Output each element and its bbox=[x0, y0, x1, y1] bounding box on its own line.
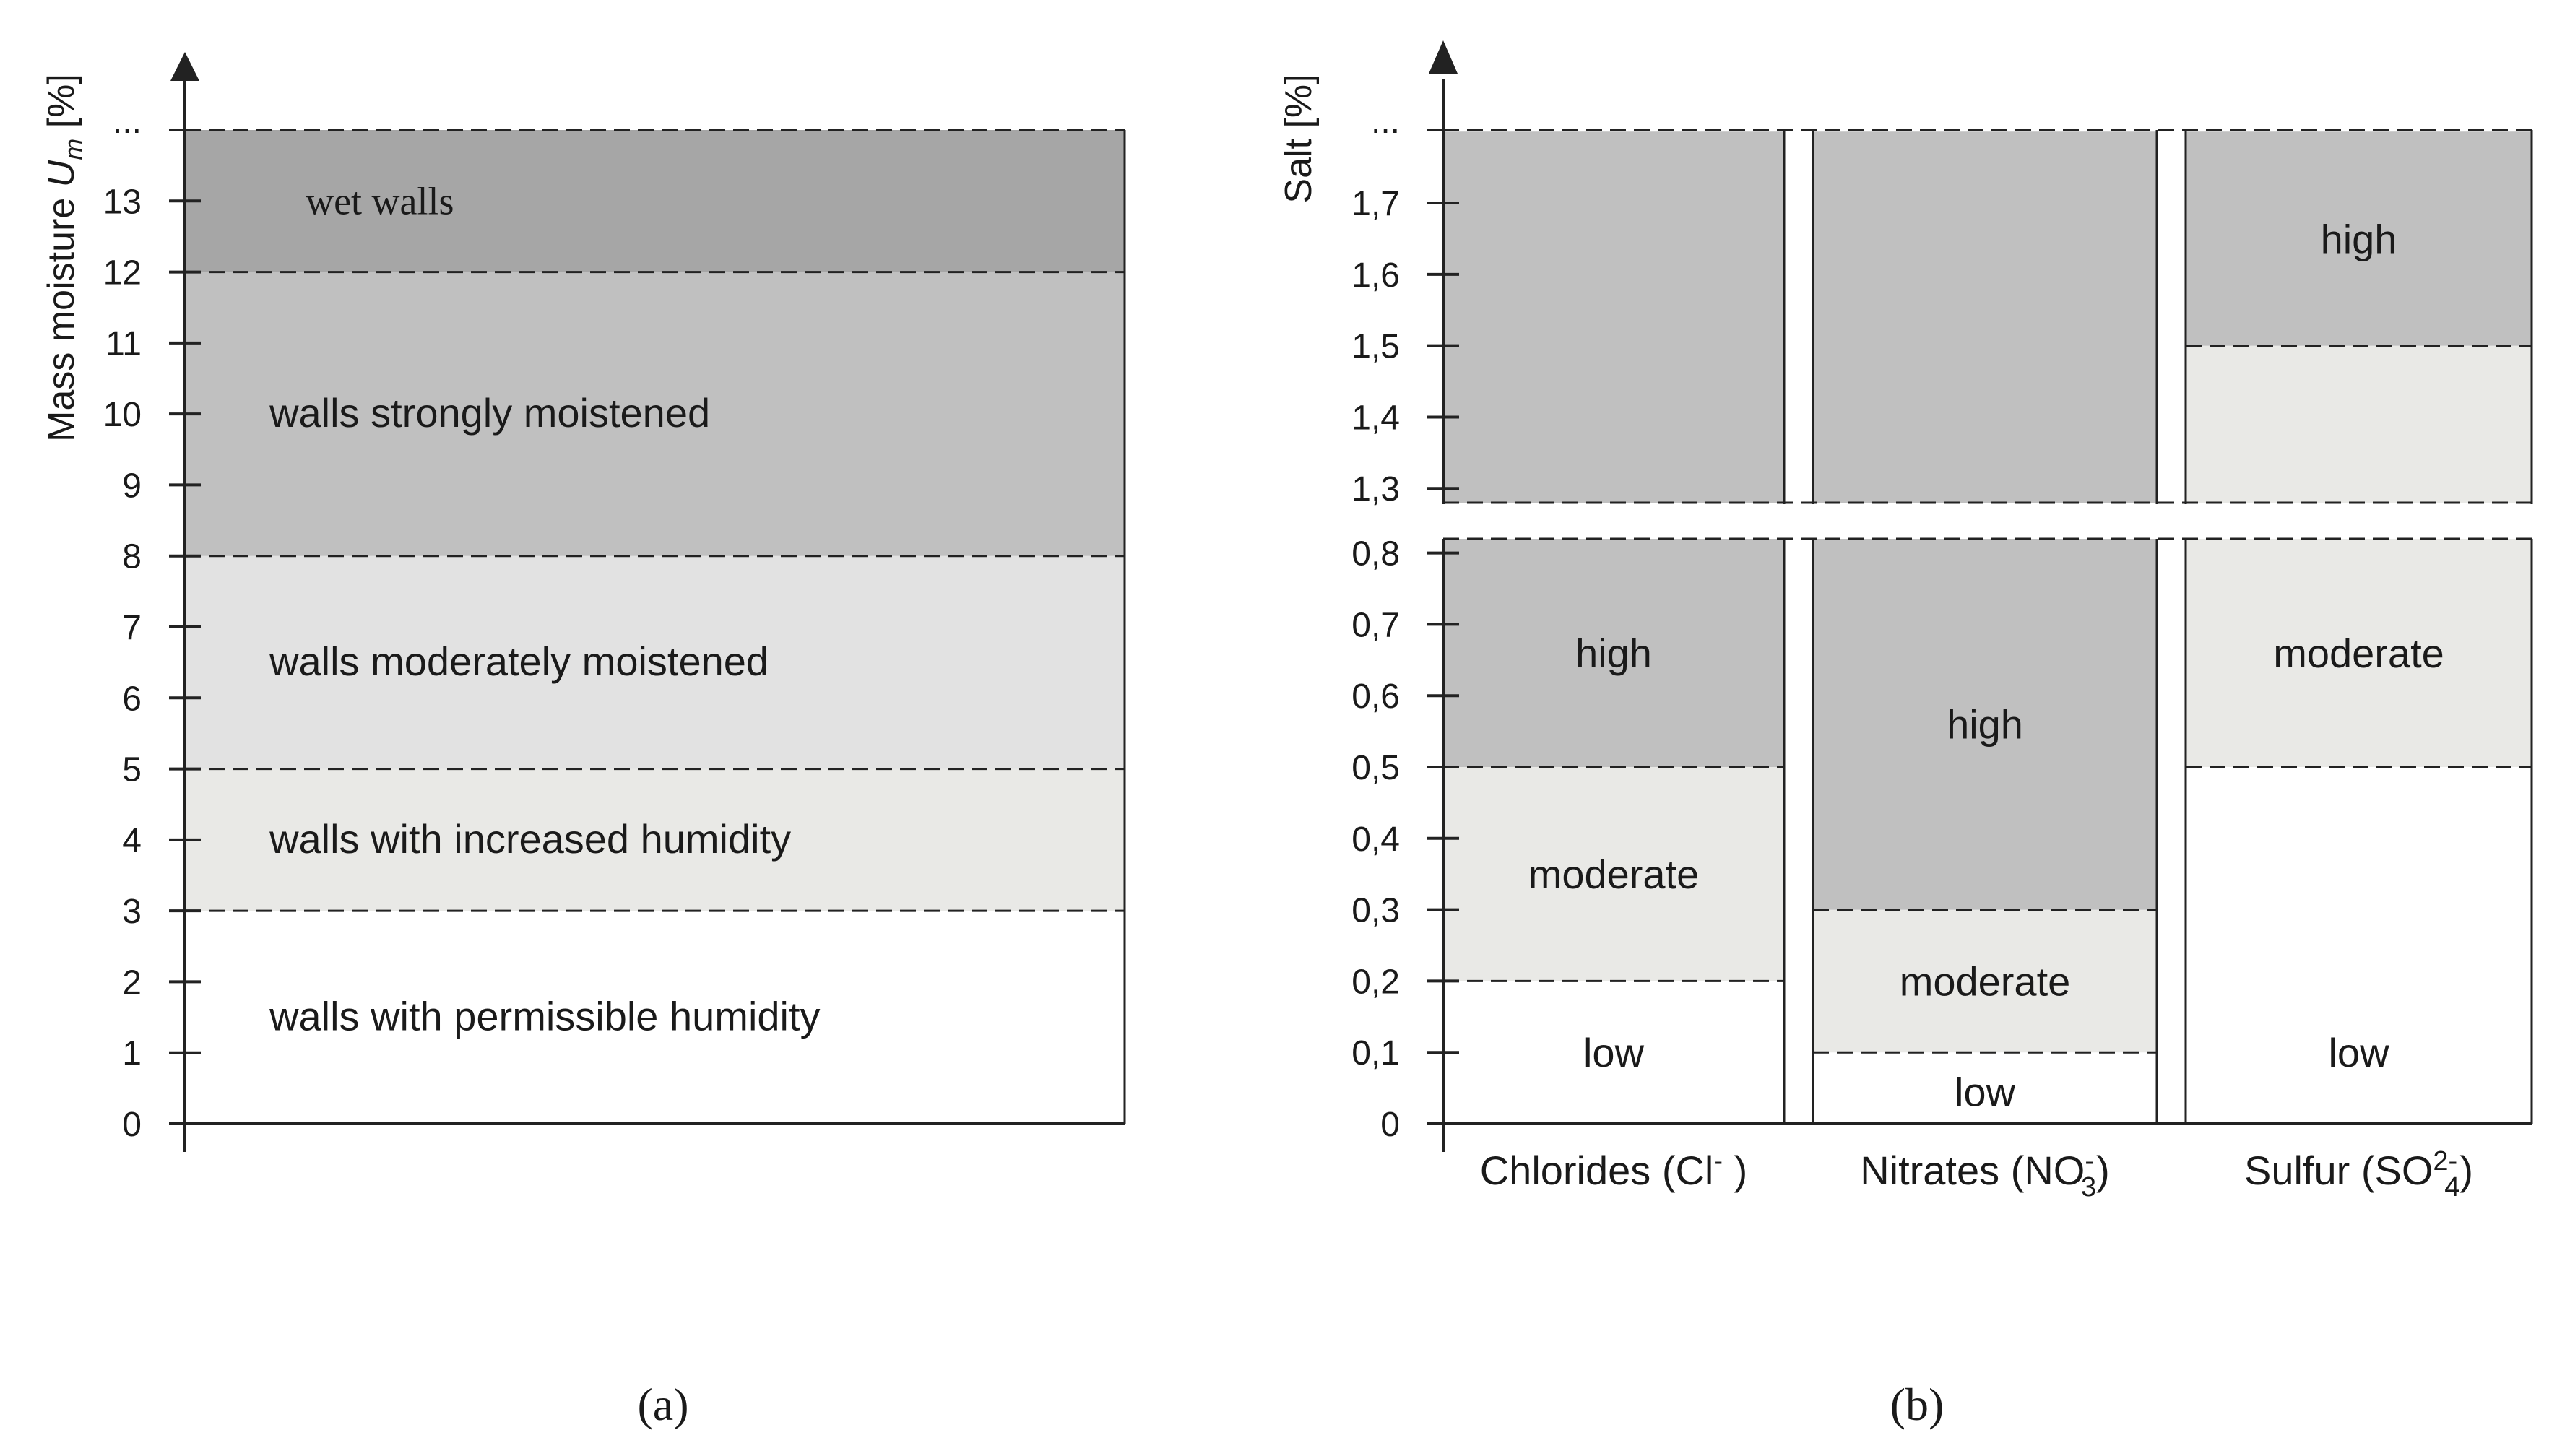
panel-a-band-label-2: walls moderately moistened bbox=[269, 638, 769, 684]
panel-a-band-0 bbox=[185, 911, 1125, 1124]
panel-b-category-2: Sulfur (SO2-4) bbox=[2244, 1146, 2473, 1202]
panel-b-tick-label-lower-7: 0,7 bbox=[1351, 606, 1400, 644]
panel-b-band-1-2-lower bbox=[1813, 538, 2157, 910]
panel-b-category-labels: Chlorides (Cl- ) Nitrates (NO-3) Sulfur (S… bbox=[1480, 1146, 2473, 1202]
panel-b-band-1-2-upper bbox=[1813, 131, 2157, 503]
panel-a-frame bbox=[170, 52, 1126, 1152]
panel-a-y-axis-label: Mass moisture Um [%] bbox=[40, 74, 88, 442]
panel-b-band-label-0-1: moderate bbox=[1528, 852, 1700, 897]
panel-b-band-1-0-lower bbox=[1813, 1052, 2157, 1124]
panel-b-y-axis-label: Salt [%] bbox=[1278, 74, 1320, 203]
panel-a-band-labels: walls with permissible humidity walls wit… bbox=[269, 179, 820, 1039]
panel-b-band-label-1-1: moderate bbox=[1900, 958, 2071, 1004]
panel-a-band-label-4: wet walls bbox=[306, 179, 454, 222]
panel-a-tick-label-11: 11 bbox=[105, 325, 142, 363]
panel-b-band-label-1-2: high bbox=[1947, 702, 2023, 748]
panel-b-band-label-2-2: high bbox=[2321, 216, 2397, 261]
panel-a-tick-label-12: 12 bbox=[103, 254, 142, 292]
panel-a-band-label-1: walls with increased humidity bbox=[269, 816, 791, 862]
panel-a-band-2 bbox=[185, 555, 1125, 769]
panel-b-tick-label-lower-8: 0,8 bbox=[1351, 535, 1400, 573]
panel-a-y-ticks: 012345678910111213... bbox=[103, 103, 201, 1144]
panel-a-tick-label-9: 9 bbox=[122, 467, 142, 505]
panel-b-tick-label-upper-1: 1,4 bbox=[1351, 399, 1400, 437]
panel-b-chart: 0 0,1 0,2 0,3 0,4 0,5 0,6 0,7 0,8 1,3 1,4 1,5 1,6 1,7… bbox=[1278, 40, 2557, 1430]
panel-b-caption: (b) bbox=[1890, 1379, 1944, 1430]
panel-b-category-1: Nitrates (NO-3) bbox=[1860, 1146, 2110, 1202]
panel-b-tick-label-upper-0: 1,3 bbox=[1351, 470, 1400, 508]
panel-b-band-1-1-lower bbox=[1813, 909, 2157, 1053]
panel-a-band-1 bbox=[185, 768, 1125, 911]
panel-b-axis-break-gap bbox=[1422, 504, 2557, 539]
panel-a-band-3 bbox=[185, 272, 1125, 556]
panel-b-band-label-1-0: low bbox=[1955, 1070, 2016, 1115]
panel-b-band-label-0-0: low bbox=[1583, 1030, 1645, 1075]
panel-b-band-0-2-upper bbox=[1443, 131, 1784, 503]
panel-b-band-0-2-lower bbox=[1443, 538, 1784, 767]
panel-b-tick-label-lower-5: 0,5 bbox=[1351, 749, 1400, 787]
panel-b-tick-label-lower-1: 0,1 bbox=[1351, 1034, 1400, 1072]
panel-b-band-labels: low moderate high low moderate high low moderat… bbox=[1528, 216, 2444, 1114]
panel-b-bands bbox=[1443, 131, 2532, 1124]
panel-b-band-2-1-upper bbox=[2186, 345, 2532, 503]
panel-b-axis-break bbox=[1422, 501, 2557, 540]
panel-a-tick-label-2: 2 bbox=[122, 963, 142, 1002]
panel-a-y-axis-arrow bbox=[170, 52, 199, 81]
panel-a-tick-label-7: 7 bbox=[122, 609, 142, 647]
panel-b-y-ticks: 0 0,1 0,2 0,3 0,4 0,5 0,6 0,7 0,8 1,3 1,4 1,5 1,6 1,7… bbox=[1351, 103, 1459, 1144]
panel-a-band-4 bbox=[185, 130, 1125, 272]
panel-a-tick-label-13: 13 bbox=[103, 183, 142, 221]
panel-a-band-label-3: walls strongly moistened bbox=[269, 390, 710, 436]
panel-b-band-2-0-lower bbox=[2186, 767, 2532, 1124]
panel-b-boundaries bbox=[1443, 129, 2532, 1054]
panel-b-band-2-1-lower bbox=[2186, 538, 2532, 767]
panel-a-tick-label-5: 5 bbox=[122, 751, 142, 789]
panel-b-tick-label-lower-2: 0,2 bbox=[1351, 963, 1400, 1001]
panel-b-tick-label-lower-0: 0 bbox=[1380, 1106, 1400, 1144]
panel-b-y-axis-arrow bbox=[1429, 40, 1458, 74]
panel-b-frame bbox=[1429, 40, 2533, 1152]
panel-a-boundaries bbox=[185, 129, 1125, 912]
panel-b-band-label-0-2: high bbox=[1575, 630, 1652, 676]
panel-b-band-0-1-lower bbox=[1443, 767, 1784, 982]
panel-b-band-0-0-lower bbox=[1443, 981, 1784, 1124]
panel-b-tick-label-lower-6: 0,6 bbox=[1351, 677, 1400, 716]
panel-b-tick-label-upper-4: 1,7 bbox=[1351, 185, 1400, 223]
panel-a-tick-label-10: 10 bbox=[103, 396, 142, 434]
panel-a-tick-label-1: 1 bbox=[122, 1035, 142, 1073]
panel-a-tick-label-8: 8 bbox=[122, 538, 142, 576]
panel-a-tick-label-6: 6 bbox=[122, 680, 142, 718]
panel-b-tick-label-upper-2: 1,5 bbox=[1351, 328, 1400, 366]
panel-b-band-label-2-1: moderate bbox=[2273, 630, 2444, 676]
panel-a-caption: (a) bbox=[637, 1379, 688, 1430]
panel-b-band-2-2-upper bbox=[2186, 131, 2532, 346]
panel-a-band-label-0: walls with permissible humidity bbox=[269, 994, 820, 1039]
panel-a-tick-label-0: 0 bbox=[122, 1106, 142, 1144]
panel-b-tick-label-lower-3: 0,3 bbox=[1351, 892, 1400, 930]
panel-b-tick-label-upper-5: ... bbox=[1371, 103, 1400, 141]
panel-a-bands bbox=[185, 130, 1125, 1124]
panel-a-tick-label-3: 3 bbox=[122, 893, 142, 931]
panel-b-tick-label-upper-3: 1,6 bbox=[1351, 256, 1400, 295]
panel-b-tick-label-lower-4: 0,4 bbox=[1351, 820, 1400, 859]
panel-a-tick-label-14: ... bbox=[113, 103, 142, 141]
panel-b-band-label-2-0: low bbox=[2328, 1030, 2389, 1075]
panel-a-tick-label-4: 4 bbox=[122, 822, 142, 860]
panel-b-category-0: Chlorides (Cl- ) bbox=[1480, 1146, 1748, 1193]
